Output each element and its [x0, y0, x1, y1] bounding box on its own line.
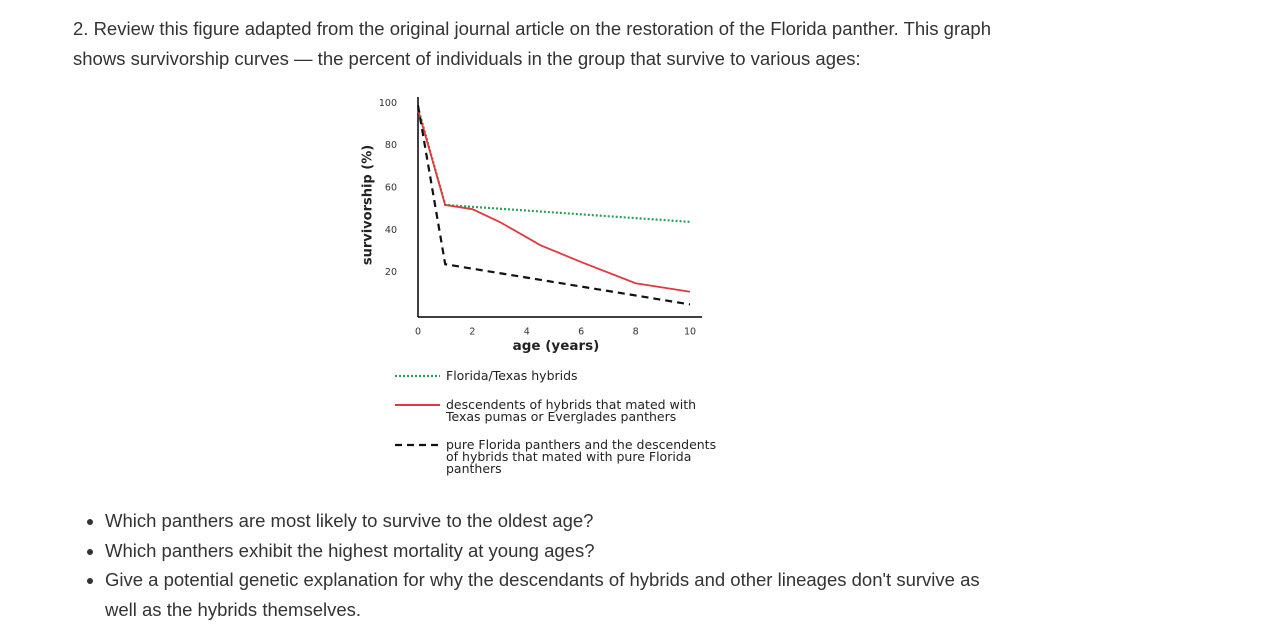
x-tick-label: 0	[415, 327, 421, 338]
x-tick-label: 4	[524, 327, 530, 338]
question-list: Which panthers are most likely to surviv…	[65, 506, 1005, 624]
series-line	[417, 109, 691, 293]
y-tick-label: 20	[385, 267, 397, 278]
x-tick-label: 8	[633, 327, 639, 338]
legend-label: descendents of hybrids that mated with T…	[446, 397, 697, 424]
intro-text: 2. Review this figure adapted from the o…	[73, 18, 991, 69]
x-axis-label: age (years)	[513, 338, 600, 354]
x-tick-label: 10	[684, 327, 696, 338]
y-tick-label: 40	[385, 225, 397, 236]
y-axis-label: survivorship (%)	[361, 145, 376, 265]
question: Which panthers are most likely to surviv…	[105, 506, 1005, 536]
series-line	[416, 107, 691, 223]
series-line	[416, 105, 691, 306]
y-tick-label: 80	[385, 140, 397, 151]
legend-label: Florida/Texas hybrids	[446, 368, 578, 383]
question: Give a potential genetic explanation for…	[105, 565, 1005, 624]
y-tick-label: 60	[385, 183, 397, 194]
question: Which panthers exhibit the highest morta…	[105, 536, 1005, 566]
y-tick-label: 100	[379, 98, 397, 109]
legend-label: pure Florida panthers and the descendent…	[446, 437, 717, 476]
x-tick-label: 6	[578, 327, 584, 338]
x-tick-label: 2	[469, 327, 475, 338]
